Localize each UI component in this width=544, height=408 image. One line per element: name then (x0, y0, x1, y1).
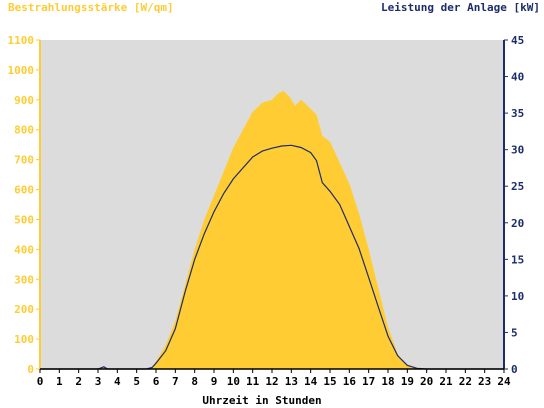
left-tick-label: 600 (14, 184, 34, 197)
x-tick-label: 11 (246, 375, 260, 388)
x-tick-label: 23 (478, 375, 491, 388)
x-tick-label: 14 (304, 375, 318, 388)
x-tick-label: 21 (439, 375, 453, 388)
left-tick-label: 800 (14, 124, 34, 137)
x-tick-label: 0 (37, 375, 44, 388)
right-tick-label: 5 (511, 326, 518, 339)
x-axis-title: Uhrzeit in Stunden (202, 394, 322, 407)
x-tick-label: 7 (172, 375, 179, 388)
right-tick-label: 15 (511, 253, 524, 266)
left-tick-label: 500 (14, 213, 34, 226)
power-line (40, 144, 504, 370)
left-tick-label: 200 (14, 303, 34, 316)
left-tick-label: 400 (14, 243, 34, 256)
right-tick-label: 35 (511, 107, 524, 120)
left-tick-label: 300 (14, 273, 34, 286)
x-tick-label: 1 (56, 375, 63, 388)
x-tick-label: 5 (133, 375, 140, 388)
x-tick-label: 24 (497, 375, 511, 388)
left-tick-label: 0 (27, 363, 34, 376)
left-axis-title: Bestrahlungsstärke [W/qm] (8, 1, 174, 14)
irradiance-area (40, 90, 504, 370)
x-tick-label: 6 (153, 375, 160, 388)
x-tick-label: 17 (362, 375, 375, 388)
left-tick-label: 1000 (8, 64, 35, 77)
left-tick-label: 900 (14, 94, 34, 107)
left-tick-label: 700 (14, 154, 34, 167)
x-tick-label: 16 (343, 375, 357, 388)
right-tick-label: 20 (511, 217, 524, 230)
x-tick-label: 13 (285, 375, 298, 388)
x-tick-label: 18 (381, 375, 394, 388)
x-tick-label: 9 (211, 375, 218, 388)
x-tick-label: 12 (265, 375, 278, 388)
right-tick-label: 45 (511, 34, 524, 47)
x-tick-label: 15 (323, 375, 336, 388)
x-tick-label: 22 (459, 375, 472, 388)
x-tick-label: 19 (401, 375, 414, 388)
x-tick-label: 3 (95, 375, 102, 388)
right-tick-label: 25 (511, 180, 524, 193)
x-tick-label: 8 (191, 375, 198, 388)
right-tick-label: 30 (511, 144, 524, 157)
right-tick-label: 40 (511, 71, 524, 84)
x-tick-label: 10 (227, 375, 240, 388)
x-tick-label: 2 (75, 375, 82, 388)
left-tick-label: 1100 (8, 34, 35, 47)
x-tick-label: 4 (114, 375, 121, 388)
left-tick-label: 100 (14, 333, 34, 346)
right-tick-label: 10 (511, 290, 524, 303)
right-axis-title: Leistung der Anlage [kW] (381, 1, 540, 14)
right-tick-label: 0 (511, 363, 518, 376)
x-tick-label: 20 (420, 375, 433, 388)
